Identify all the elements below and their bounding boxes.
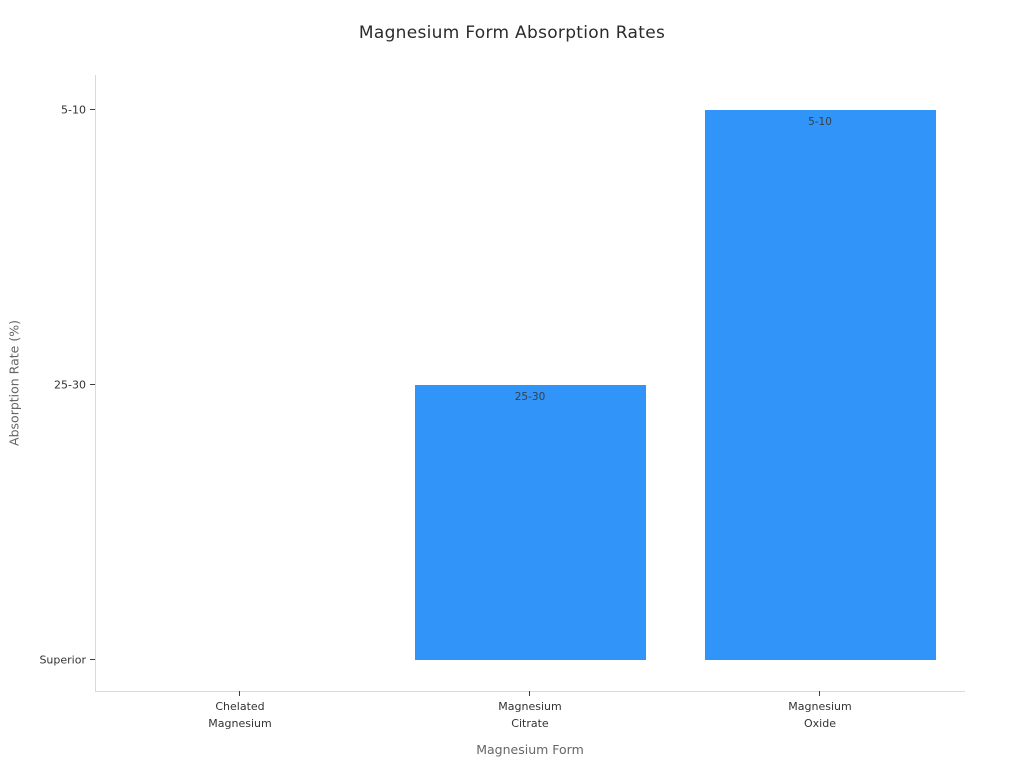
chart-title: Magnesium Form Absorption Rates: [358, 23, 666, 43]
bar-value-label: 5-10: [808, 116, 832, 128]
x-tick-label: Magnesium Oxide: [788, 700, 852, 730]
bar: 5-10: [704, 110, 936, 660]
x-tick-mark: [819, 691, 821, 696]
bar: 25-30: [414, 385, 646, 660]
x-tick-mark: [239, 691, 241, 696]
y-axis-spine: [95, 75, 96, 692]
y-tick-mark: [90, 109, 95, 111]
x-tick-mark: [529, 691, 531, 696]
x-tick-label: Magnesium Citrate: [498, 700, 562, 730]
x-tick-label: Chelated Magnesium: [208, 700, 272, 730]
x-axis-label: Magnesium Form: [476, 742, 584, 757]
y-axis-label: Absorption Rate (%): [6, 320, 22, 446]
y-tick-label: 25-30: [54, 378, 86, 392]
y-tick-mark: [90, 659, 95, 661]
y-tick-mark: [90, 384, 95, 386]
plot-area: 25-30 5-10 Superior 25-30 5-10 Chelated …: [39, 75, 965, 730]
bar-value-label: 25-30: [514, 391, 546, 403]
y-tick-label: Superior: [39, 653, 86, 667]
y-tick-label: 5-10: [61, 103, 86, 117]
